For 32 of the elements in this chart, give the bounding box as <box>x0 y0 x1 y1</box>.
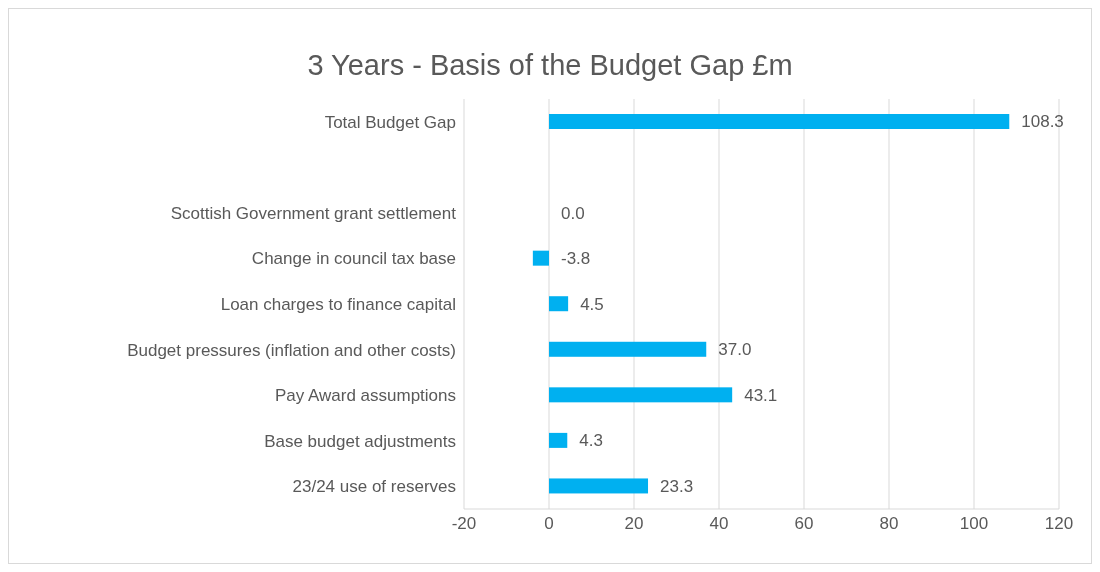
data-label: 0.0 <box>561 203 585 223</box>
data-label: 37.0 <box>718 340 752 360</box>
bar <box>532 250 549 266</box>
data-label: 43.1 <box>744 385 778 405</box>
y-tick-label: Budget pressures (inflation and other costs) <box>127 340 456 360</box>
x-tick-label: 0 <box>544 514 554 534</box>
bar <box>549 387 733 403</box>
data-label: -3.8 <box>561 249 591 269</box>
x-tick-label: 120 <box>1044 514 1074 534</box>
y-tick-label: Loan charges to finance capital <box>220 295 456 315</box>
data-label: 4.5 <box>580 294 604 314</box>
x-tick-label: 20 <box>624 514 644 534</box>
chart-title: 3 Years - Basis of the Budget Gap £m <box>306 49 794 83</box>
y-tick-label: Base budget adjustments <box>264 431 456 451</box>
data-label: 23.3 <box>660 476 694 496</box>
data-label: 108.3 <box>1021 112 1064 132</box>
y-tick-label: Change in council tax base <box>251 249 456 269</box>
x-tick-label: -20 <box>451 514 477 534</box>
y-tick-label: Total Budget Gap <box>324 112 456 132</box>
bar <box>549 478 649 494</box>
x-tick-label: 60 <box>794 514 814 534</box>
x-tick-label: 100 <box>959 514 989 534</box>
y-tick-label: Scottish Government grant settlement <box>170 203 457 223</box>
data-label: 4.3 <box>579 431 603 451</box>
x-tick-label: 40 <box>709 514 729 534</box>
bar <box>549 296 569 312</box>
y-tick-label: Pay Award assumptions <box>274 386 456 406</box>
bar <box>549 114 1010 129</box>
x-tick-label: 80 <box>879 514 899 534</box>
bar <box>549 432 568 448</box>
y-tick-label: 23/24 use of reserves <box>292 477 456 497</box>
bar <box>549 341 707 357</box>
